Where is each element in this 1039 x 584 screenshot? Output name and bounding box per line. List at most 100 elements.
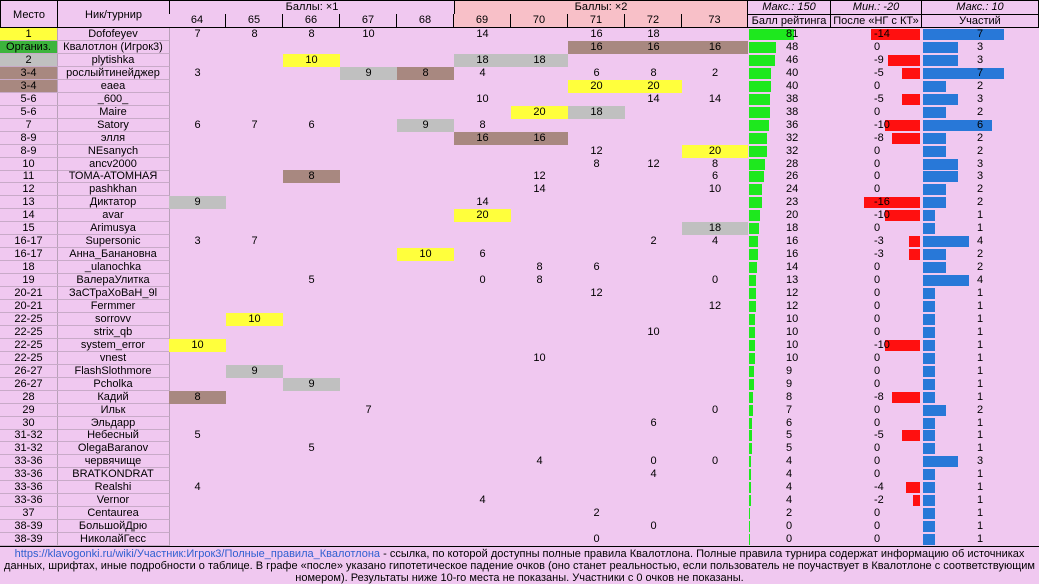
place-cell: 18 [0,261,58,274]
score-cell-70 [511,28,568,41]
after-value: -8 [874,132,884,144]
after-value: 0 [874,170,881,182]
score-cell-65 [226,533,283,546]
participations-bar [923,495,935,506]
score-cell-70: 12 [533,170,546,182]
score-cell-64 [169,183,226,196]
nick-cell: plytishka [57,54,170,67]
score-cell-66 [283,404,340,417]
place-cell: 2 [0,54,58,67]
tournament-header-73: 73 [682,14,748,28]
after-bar [885,210,920,221]
place-cell: Организ. [0,41,58,54]
score-cell-69: 4 [479,67,486,79]
score-cell-69 [454,442,511,455]
place-cell: 28 [0,391,58,404]
score-cell-70 [511,119,568,132]
rating-bar [749,521,750,532]
after-bar [888,55,920,66]
score-cell-72 [625,300,682,313]
participations-value: 1 [977,287,984,299]
participations-bar [923,469,935,480]
nick-cell: элля [57,132,170,145]
score-cell-68 [397,132,454,145]
score-cell-71 [568,378,625,391]
rating-bar [749,210,760,221]
score-cell-64 [169,106,226,119]
score-cell-72 [625,352,682,365]
participations-value: 1 [977,391,984,403]
score-cell-71: 20 [568,80,625,93]
score-cell-65 [226,54,283,67]
score-cell-65 [226,442,283,455]
rating-bar [749,430,752,441]
place-cell: 22-25 [0,352,58,365]
rating-value: 0 [786,520,793,532]
after-value: -14 [874,28,890,40]
score-cell-73 [682,339,748,352]
score-cell-64: 7 [194,28,201,40]
after-value: 0 [874,222,881,234]
rating-value: 9 [786,378,793,390]
participations-value: 1 [977,442,984,454]
after-value: 0 [874,417,881,429]
rating-bar [749,314,755,325]
rating-bar [749,418,752,429]
rating-value: 8 [786,391,793,403]
score-cell-70 [511,80,568,93]
score-cell-69 [454,378,511,391]
score-cell-65 [226,80,283,93]
score-cell-67 [340,145,397,158]
score-cell-71 [568,429,625,442]
participations-value: 1 [977,533,984,545]
score-cell-69 [454,261,511,274]
score-cell-70 [511,339,568,352]
score-cell-66 [283,106,340,119]
score-cell-65 [226,481,283,494]
score-cell-65 [226,274,283,287]
participations-bar [923,430,935,441]
place-cell: 30 [0,417,58,430]
place-cell: 26-27 [0,378,58,391]
after-value: -10 [874,209,890,221]
score-cell-68 [397,352,454,365]
score-cell-72 [625,119,682,132]
score-cell-72 [625,378,682,391]
place-cell: 1 [0,28,58,41]
participations-bar [923,275,969,286]
participations-bar [923,133,946,144]
score-cell-73 [682,533,748,546]
score-cell-72: 2 [650,235,657,247]
score-cell-66 [283,196,340,209]
score-cell-72 [625,429,682,442]
score-cell-66 [283,132,340,145]
score-cell-73 [682,520,748,533]
score-cell-68 [397,274,454,287]
score-cell-64 [169,287,226,300]
after-value: 0 [874,455,881,467]
rating-bar [749,366,754,377]
score-cell-67 [340,261,397,274]
rules-link[interactable]: https://klavogonki.ru/wiki/Участник:Игро… [14,548,381,560]
score-cell-66 [283,391,340,404]
score-cell-72 [625,248,682,261]
score-cell-65 [226,404,283,417]
nick-cell: Fermmer [57,300,170,313]
score-cell-71: 12 [590,145,603,157]
score-cell-65 [226,67,283,80]
score-cell-72: 0 [650,520,657,532]
participations-bar [923,94,958,105]
after-value: 0 [874,261,881,273]
rating-value: 38 [786,106,799,118]
score-cell-71: 16 [568,41,625,54]
score-cell-72: 10 [647,326,660,338]
score-cell-73: 6 [711,170,719,182]
score-cell-67 [340,41,397,54]
participations-bar [923,327,935,338]
rating-bar [749,301,756,312]
participations-bar [923,120,992,131]
nick-cell: Pcholka [57,378,170,391]
nick-cell: OlegaBaranov [57,442,170,455]
score-cell-73: 0 [711,274,719,286]
after-bar [864,197,920,208]
